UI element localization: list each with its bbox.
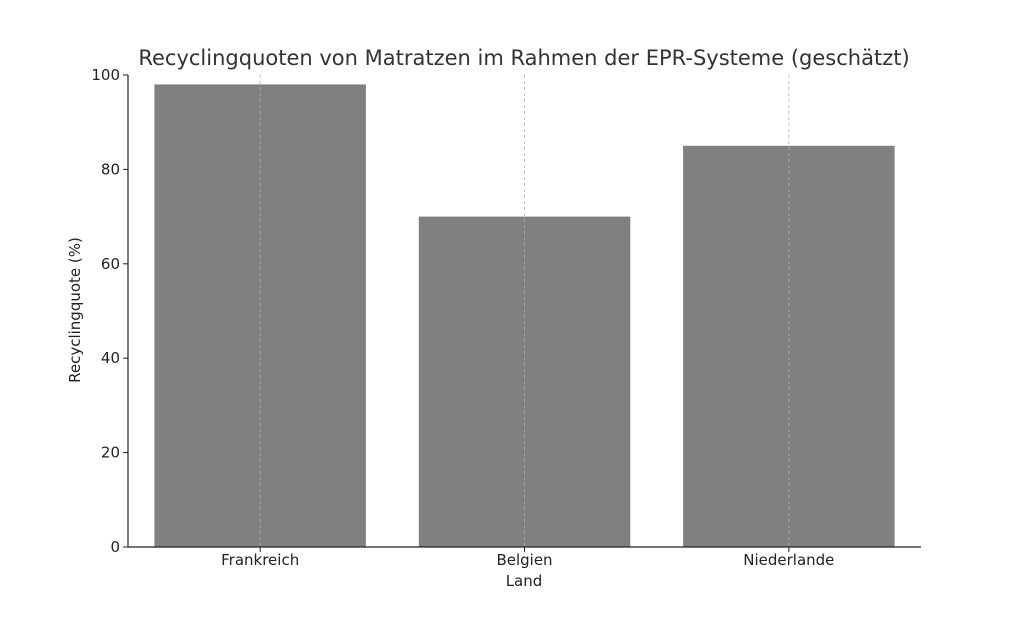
x-axis-ticks: Frankreich Belgien Niederlande xyxy=(221,547,834,569)
y-tick-label: 0 xyxy=(110,538,120,556)
y-axis-label: Recyclingquote (%) xyxy=(66,237,84,383)
x-axis-label: Land xyxy=(506,572,543,590)
y-tick-label: 100 xyxy=(91,66,120,84)
x-tick-label: Frankreich xyxy=(221,551,299,569)
y-tick-label: 40 xyxy=(101,349,120,367)
x-tick-label: Niederlande xyxy=(743,551,834,569)
x-tick-label: Belgien xyxy=(496,551,552,569)
chart-title: Recyclingquoten von Matratzen im Rahmen … xyxy=(138,46,909,70)
y-tick-label: 20 xyxy=(101,444,120,462)
y-axis-ticks: 0 20 40 60 80 100 xyxy=(91,66,128,556)
y-tick-label: 80 xyxy=(101,160,120,178)
y-tick-label: 60 xyxy=(101,255,120,273)
x-gridlines xyxy=(259,75,790,547)
